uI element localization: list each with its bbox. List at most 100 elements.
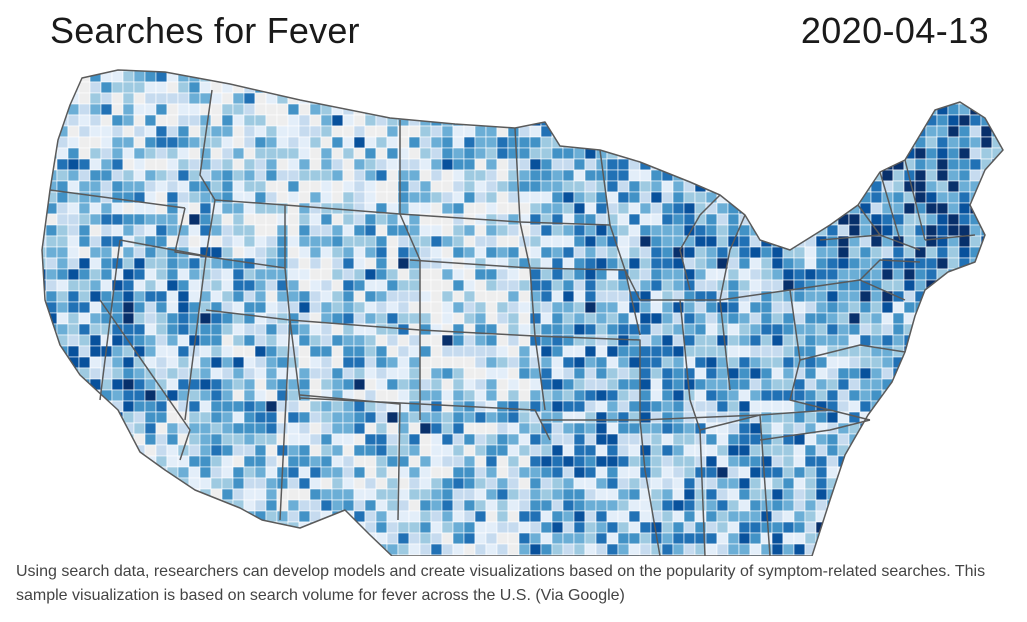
county-cell xyxy=(430,180,443,193)
county-cell xyxy=(309,334,322,347)
county-cell xyxy=(617,114,630,127)
county-cell xyxy=(991,488,1003,501)
county-cell xyxy=(969,301,982,314)
county-cell xyxy=(716,81,729,94)
county-cell xyxy=(782,400,795,413)
county-cell xyxy=(793,81,806,94)
county-cell xyxy=(496,389,509,402)
county-cell xyxy=(419,345,432,358)
county-cell xyxy=(1002,499,1003,512)
county-cell xyxy=(265,158,278,171)
county-cell xyxy=(265,554,278,556)
county-cell xyxy=(507,334,520,347)
county-cell xyxy=(353,246,366,259)
county-cell xyxy=(67,466,80,479)
county-cell xyxy=(375,345,388,358)
county-cell xyxy=(232,554,245,556)
county-cell xyxy=(793,301,806,314)
county-cell xyxy=(166,543,179,556)
county-cell xyxy=(1002,411,1003,424)
county-cell xyxy=(518,389,531,402)
county-cell xyxy=(628,235,641,248)
county-cell xyxy=(980,378,993,391)
county-cell xyxy=(496,202,509,215)
county-cell xyxy=(42,477,47,490)
county-cell xyxy=(650,312,663,325)
county-cell xyxy=(254,466,267,479)
county-cell xyxy=(408,81,421,94)
county-cell xyxy=(958,477,971,490)
county-cell xyxy=(551,466,564,479)
county-cell xyxy=(672,70,685,72)
county-cell xyxy=(463,147,476,160)
county-cell xyxy=(342,356,355,369)
county-cell xyxy=(595,169,608,182)
county-cell xyxy=(89,224,102,237)
county-cell xyxy=(837,92,850,105)
county-cell xyxy=(100,543,113,556)
county-cell xyxy=(419,433,432,446)
county-cell xyxy=(727,356,740,369)
county-cell xyxy=(507,323,520,336)
county-cell xyxy=(342,136,355,149)
county-cell xyxy=(650,70,663,72)
county-cell xyxy=(980,455,993,468)
county-cell xyxy=(980,70,993,72)
county-cell xyxy=(705,70,718,72)
county-cell xyxy=(364,257,377,270)
county-cell xyxy=(397,235,410,248)
county-cell xyxy=(617,169,630,182)
county-cell xyxy=(419,466,432,479)
county-cell xyxy=(419,92,432,105)
county-cell xyxy=(639,477,652,490)
county-cell xyxy=(177,554,190,556)
county-cell xyxy=(353,125,366,138)
county-cell xyxy=(606,114,619,127)
county-cell xyxy=(947,301,960,314)
county-cell xyxy=(980,92,993,105)
county-cell xyxy=(573,158,586,171)
county-cell xyxy=(573,81,586,94)
county-cell xyxy=(155,367,168,380)
county-cell xyxy=(914,455,927,468)
county-cell xyxy=(441,213,454,226)
county-cell xyxy=(738,301,751,314)
county-cell xyxy=(122,323,135,336)
county-cell xyxy=(386,323,399,336)
county-cell xyxy=(155,301,168,314)
county-cell xyxy=(1002,279,1003,292)
county-cell xyxy=(639,224,652,237)
county-cell xyxy=(595,521,608,534)
county-cell xyxy=(881,125,894,138)
county-cell xyxy=(42,400,47,413)
county-cell xyxy=(661,521,674,534)
county-cell xyxy=(254,224,267,237)
county-cell xyxy=(199,191,212,204)
county-cell xyxy=(496,81,509,94)
county-cell xyxy=(100,488,113,501)
county-cell xyxy=(958,169,971,182)
county-cell xyxy=(210,510,223,523)
county-cell xyxy=(716,433,729,446)
county-cell xyxy=(463,356,476,369)
county-cell xyxy=(397,378,410,391)
county-cell xyxy=(342,323,355,336)
county-cell xyxy=(320,70,333,72)
county-cell xyxy=(133,532,146,545)
county-cell xyxy=(584,521,597,534)
county-cell xyxy=(892,136,905,149)
county-cell xyxy=(463,345,476,358)
county-cell xyxy=(133,389,146,402)
county-cell xyxy=(584,466,597,479)
county-cell xyxy=(166,125,179,138)
county-cell xyxy=(243,114,256,127)
county-cell xyxy=(78,103,91,116)
county-cell xyxy=(859,455,872,468)
county-cell xyxy=(166,356,179,369)
county-cell xyxy=(683,92,696,105)
county-cell xyxy=(452,378,465,391)
county-cell xyxy=(89,257,102,270)
county-cell xyxy=(958,70,971,83)
county-cell xyxy=(540,499,553,512)
county-cell xyxy=(826,257,839,270)
